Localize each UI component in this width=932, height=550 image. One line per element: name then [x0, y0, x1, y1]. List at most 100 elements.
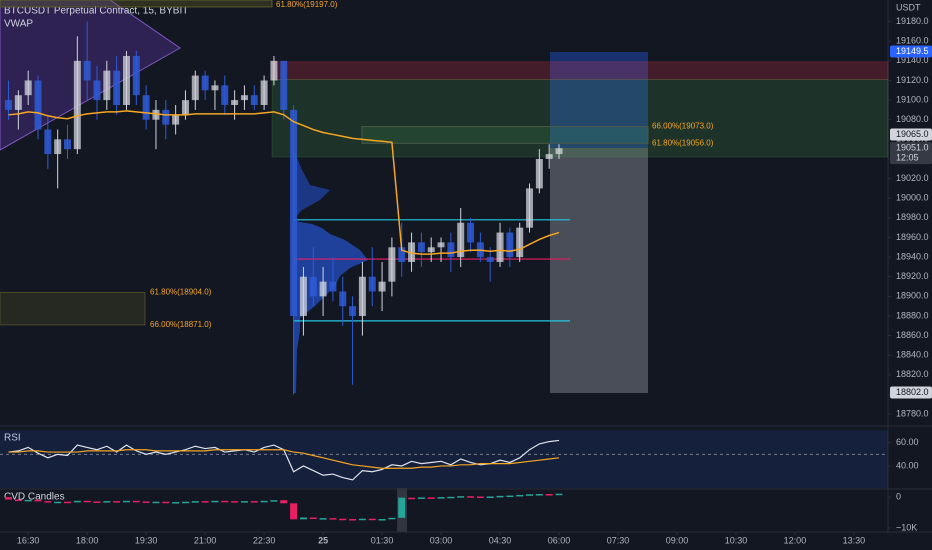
y-tick-label: 19100.0 [896, 94, 929, 104]
y-tick-label: 18900.0 [896, 291, 929, 301]
indicator-name: VWAP [4, 19, 33, 30]
cvd-candle [5, 497, 13, 500]
candle-body [250, 95, 258, 105]
cvd-candle [535, 494, 543, 496]
candle-body [93, 80, 101, 101]
x-tick-label: 07:30 [607, 535, 630, 545]
candle-body [54, 139, 62, 155]
cvd-candle [329, 518, 337, 520]
candle-body [280, 60, 288, 110]
y-tick-label: 19020.0 [896, 173, 929, 183]
cvd-candle [309, 517, 317, 519]
candle-body [221, 85, 229, 105]
cvd-candle [122, 500, 130, 503]
cvd-candle [24, 499, 32, 502]
zone [271, 78, 889, 158]
x-tick-label: 13:30 [843, 535, 866, 545]
cvd-candle [270, 500, 278, 502]
x-tick-label: 21:00 [194, 535, 217, 545]
y-tick-label: 19000.0 [896, 193, 929, 203]
y-tick-label: 19140.0 [896, 55, 929, 65]
candle-body [555, 148, 563, 155]
candle-body [83, 60, 91, 81]
candle-body [64, 139, 72, 150]
cvd-candle [349, 519, 357, 521]
fib-label: 61.80%(18904.0) [150, 288, 212, 297]
y-tick-label: 19080.0 [896, 114, 929, 124]
candle-body [378, 281, 386, 292]
y-tick-label: 18820.0 [896, 369, 929, 379]
cvd-candle [44, 501, 52, 503]
y-tick-label: 40.00 [896, 460, 919, 470]
candle-body [358, 276, 366, 316]
cvd-candle [132, 500, 140, 503]
candle-body [388, 247, 396, 282]
cvd-candle [191, 501, 199, 503]
x-tick-label: 10:30 [725, 535, 748, 545]
cvd-candle [368, 518, 376, 521]
price-label: 18802.0 [896, 387, 929, 397]
cvd-candle [231, 501, 239, 503]
y-tick-label: −10K [896, 522, 917, 532]
cvd-candle [162, 501, 170, 504]
cvd-candle [142, 501, 150, 503]
price-label: 19051.0 [896, 143, 929, 153]
y-tick-label: 0 [896, 491, 901, 501]
candle-body [398, 247, 406, 263]
countdown: 12:05 [896, 153, 919, 163]
cvd-candle [319, 518, 327, 520]
candle-body [122, 55, 130, 105]
rsi-band [0, 430, 888, 488]
candle-body [349, 306, 357, 316]
cvd-candle [201, 501, 209, 503]
y-tick-label: 18840.0 [896, 350, 929, 360]
candle-body [417, 242, 425, 253]
y-tick-label: 18920.0 [896, 271, 929, 281]
x-tick-label: 01:30 [371, 535, 394, 545]
candle-body [44, 129, 52, 155]
candle-body [191, 75, 199, 101]
candle-body [437, 242, 445, 248]
candle-body [113, 70, 121, 105]
cvd-candle [457, 496, 465, 498]
cvd-candle [506, 495, 514, 498]
x-tick-label: 22:30 [253, 535, 276, 545]
candle-body [24, 80, 32, 96]
volume-profile [293, 220, 368, 393]
cvd-candle [64, 501, 72, 504]
price-label-bg [890, 45, 932, 58]
x-tick-label: 03:00 [430, 535, 453, 545]
candle-body [447, 242, 455, 258]
candle-body [270, 60, 278, 81]
candle-body [516, 227, 524, 258]
candle-body [162, 109, 170, 125]
cvd-candle [103, 501, 111, 503]
position-target [550, 52, 648, 148]
cvd-candle [299, 517, 307, 520]
candle-body [231, 100, 239, 105]
series-line [8, 449, 560, 469]
cvd-candle [280, 500, 288, 504]
fib-box [361, 126, 649, 144]
candle-body [299, 276, 307, 316]
cvd-candle [290, 503, 298, 520]
cvd-candle [486, 496, 494, 498]
x-tick-label: 18:00 [76, 535, 99, 545]
candle-body [368, 276, 376, 292]
symbol-title: BTCUSDT Perpetual Contract, 15, BYBIT [4, 6, 188, 17]
unit: USDT [896, 2, 921, 12]
position-stop [550, 148, 648, 393]
cvd-candle [496, 495, 504, 498]
volume-profile-upper [293, 150, 330, 220]
cvd-candle [14, 499, 22, 502]
candle-body [545, 154, 553, 159]
price-label-bg [890, 386, 932, 399]
candle-body [181, 100, 189, 115]
x-tick-label: 16:30 [17, 535, 40, 545]
x-tick-label: 12:00 [784, 535, 807, 545]
zone [271, 61, 889, 80]
price-label: 19065.0 [896, 129, 929, 139]
candle-body [240, 95, 248, 101]
candle-body [211, 85, 219, 91]
price-label-bg [890, 142, 932, 165]
